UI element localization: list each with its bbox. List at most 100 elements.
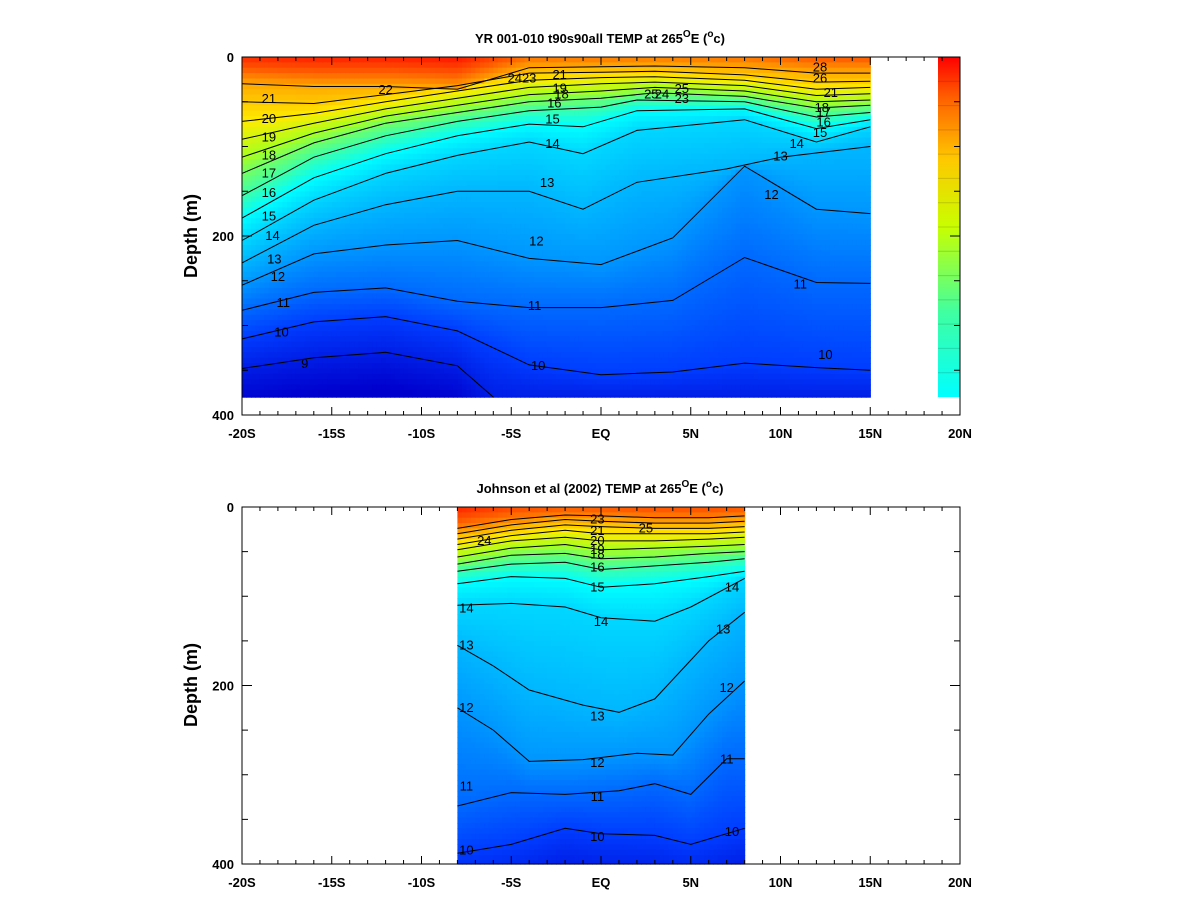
heatmap-cell <box>399 191 405 198</box>
heatmap-cell <box>574 373 580 380</box>
heatmap-cell <box>376 142 382 149</box>
heatmap-cell <box>578 330 584 337</box>
heatmap-cell <box>255 266 261 273</box>
heatmap-cell <box>304 57 310 63</box>
heatmap-cell <box>277 330 283 337</box>
heatmap-cell <box>300 148 306 155</box>
heatmap-cell <box>390 261 396 268</box>
heatmap-cell <box>569 368 575 375</box>
heatmap-cell <box>251 379 257 386</box>
heatmap-cell <box>286 314 292 321</box>
heatmap-cell <box>479 207 485 214</box>
heatmap-cell <box>331 100 337 106</box>
heatmap-cell <box>511 94 517 101</box>
heatmap-cell <box>488 320 494 327</box>
heatmap-cell <box>493 325 499 332</box>
heatmap-cell <box>587 234 593 241</box>
heatmap-cell <box>322 67 328 74</box>
heatmap-cell <box>367 175 373 182</box>
heatmap-cell <box>349 314 355 321</box>
heatmap-cell <box>268 314 274 321</box>
heatmap-cell <box>443 132 449 139</box>
heatmap-cell <box>479 298 485 305</box>
heatmap-cell <box>533 336 539 343</box>
heatmap-cell <box>331 191 337 198</box>
heatmap-cell <box>488 116 494 123</box>
heatmap-cell <box>470 309 476 316</box>
heatmap-cell <box>511 132 517 139</box>
heatmap-cell <box>565 212 571 219</box>
heatmap-cell <box>547 282 553 289</box>
heatmap-cell <box>457 126 463 133</box>
heatmap-cell <box>488 293 494 300</box>
heatmap-cell <box>304 384 310 391</box>
heatmap-cell <box>318 239 324 246</box>
heatmap-cell <box>246 368 252 375</box>
heatmap-cell <box>412 304 418 310</box>
heatmap-cell <box>246 363 252 370</box>
heatmap-cell <box>394 357 400 364</box>
heatmap-cell <box>457 100 463 106</box>
heatmap-cell <box>583 116 589 123</box>
heatmap-cell <box>291 266 297 273</box>
heatmap-cell <box>300 175 306 182</box>
heatmap-cell <box>587 218 593 225</box>
heatmap-cell <box>242 94 248 101</box>
heatmap-cell <box>331 175 337 182</box>
heatmap-cell <box>300 110 306 117</box>
heatmap-cell <box>448 137 454 144</box>
heatmap-cell <box>327 347 333 353</box>
heatmap-cell <box>475 368 481 375</box>
heatmap-cell <box>583 185 589 192</box>
heatmap-cell <box>327 368 333 375</box>
heatmap-cell <box>457 304 463 310</box>
heatmap-cell <box>452 159 458 165</box>
heatmap-cell <box>322 132 328 139</box>
heatmap-cell <box>295 83 301 90</box>
heatmap-cell <box>300 384 306 391</box>
heatmap-cell <box>417 304 423 310</box>
heatmap-cell <box>502 309 508 316</box>
heatmap-cell <box>322 384 328 391</box>
heatmap-cell <box>569 352 575 359</box>
heatmap-cell <box>282 277 288 284</box>
heatmap-cell <box>255 62 261 69</box>
heatmap-cell <box>268 389 274 396</box>
heatmap-cell <box>574 94 580 101</box>
heatmap-cell <box>322 368 328 375</box>
heatmap-cell <box>502 255 508 262</box>
heatmap-cell <box>493 105 499 112</box>
heatmap-cell <box>529 363 535 370</box>
heatmap-cell <box>322 304 328 310</box>
heatmap-cell <box>318 67 324 74</box>
heatmap-cell <box>394 94 400 101</box>
heatmap-cell <box>484 368 490 375</box>
heatmap-cell <box>493 341 499 348</box>
heatmap-cell <box>417 245 423 251</box>
heatmap-cell <box>394 277 400 284</box>
heatmap-cell <box>286 159 292 165</box>
heatmap-cell <box>466 266 472 273</box>
heatmap-cell <box>435 271 441 278</box>
heatmap-cell <box>583 148 589 155</box>
heatmap-cell <box>560 330 566 337</box>
heatmap-cell <box>560 110 566 117</box>
heatmap-cell <box>313 282 319 289</box>
heatmap-cell <box>246 207 252 214</box>
heatmap-cell <box>408 271 414 278</box>
heatmap-cell <box>430 347 436 353</box>
heatmap-cell <box>255 287 261 294</box>
heatmap-cell <box>461 100 467 106</box>
heatmap-cell <box>448 336 454 343</box>
heatmap-cell <box>349 347 355 353</box>
heatmap-cell <box>547 100 553 106</box>
heatmap-cell <box>479 330 485 337</box>
heatmap-cell <box>435 298 441 305</box>
heatmap-cell <box>300 298 306 305</box>
heatmap-cell <box>277 368 283 375</box>
heatmap-cell <box>345 132 351 139</box>
heatmap-cell <box>592 62 598 69</box>
heatmap-cell <box>358 287 364 294</box>
heatmap-cell <box>417 250 423 257</box>
heatmap-cell <box>569 379 575 386</box>
